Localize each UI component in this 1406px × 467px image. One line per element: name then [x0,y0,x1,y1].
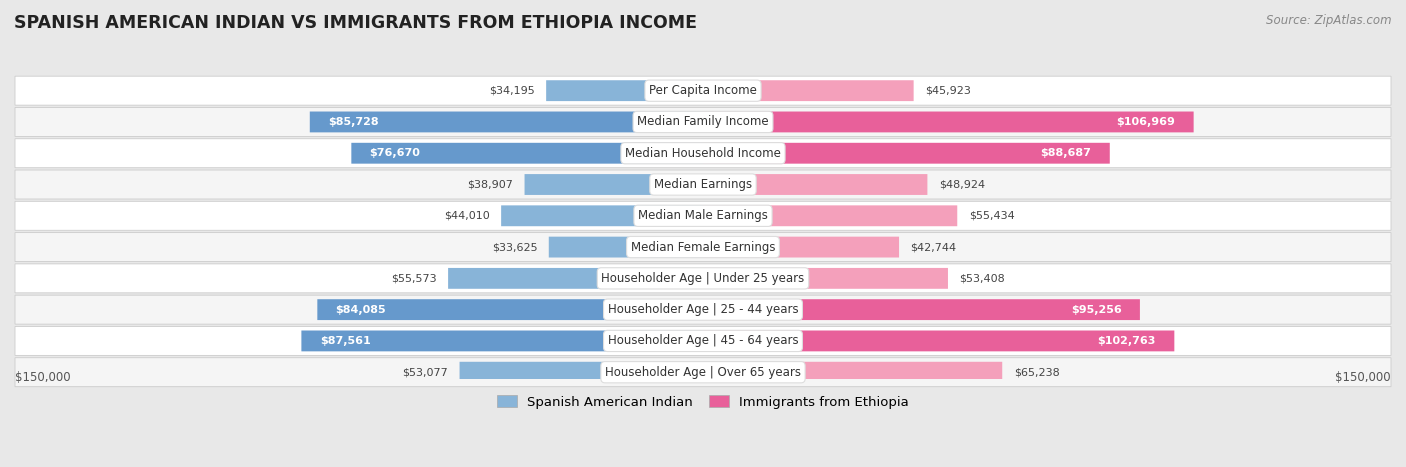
FancyBboxPatch shape [546,80,703,101]
Text: $102,763: $102,763 [1098,336,1156,346]
Text: Median Female Earnings: Median Female Earnings [631,241,775,254]
Text: Householder Age | 25 - 44 years: Householder Age | 25 - 44 years [607,303,799,316]
Text: Median Family Income: Median Family Income [637,115,769,128]
FancyBboxPatch shape [449,268,703,289]
Text: $106,969: $106,969 [1116,117,1175,127]
FancyBboxPatch shape [703,205,957,226]
FancyBboxPatch shape [703,143,1109,163]
FancyBboxPatch shape [15,326,1391,355]
FancyBboxPatch shape [15,139,1391,168]
Text: $150,000: $150,000 [15,371,70,384]
Text: Median Earnings: Median Earnings [654,178,752,191]
FancyBboxPatch shape [703,237,898,257]
FancyBboxPatch shape [524,174,703,195]
Text: $150,000: $150,000 [1336,371,1391,384]
FancyBboxPatch shape [352,143,703,163]
FancyBboxPatch shape [15,295,1391,324]
Text: $42,744: $42,744 [911,242,956,252]
Text: $48,924: $48,924 [939,179,986,190]
FancyBboxPatch shape [15,358,1391,387]
Text: $95,256: $95,256 [1071,304,1122,315]
Text: $38,907: $38,907 [467,179,513,190]
FancyBboxPatch shape [15,76,1391,105]
FancyBboxPatch shape [318,299,703,320]
FancyBboxPatch shape [703,112,1194,132]
Text: Householder Age | Under 25 years: Householder Age | Under 25 years [602,272,804,285]
Text: $87,561: $87,561 [319,336,371,346]
FancyBboxPatch shape [548,237,703,257]
FancyBboxPatch shape [15,233,1391,262]
FancyBboxPatch shape [15,201,1391,230]
Text: $85,728: $85,728 [328,117,378,127]
Text: $76,670: $76,670 [370,148,420,158]
Legend: Spanish American Indian, Immigrants from Ethiopia: Spanish American Indian, Immigrants from… [492,390,914,414]
FancyBboxPatch shape [703,299,1140,320]
FancyBboxPatch shape [309,112,703,132]
Text: $45,923: $45,923 [925,85,972,96]
Text: SPANISH AMERICAN INDIAN VS IMMIGRANTS FROM ETHIOPIA INCOME: SPANISH AMERICAN INDIAN VS IMMIGRANTS FR… [14,14,697,32]
FancyBboxPatch shape [703,80,914,101]
Text: Median Male Earnings: Median Male Earnings [638,209,768,222]
Text: $34,195: $34,195 [489,85,534,96]
Text: Source: ZipAtlas.com: Source: ZipAtlas.com [1267,14,1392,27]
FancyBboxPatch shape [703,174,928,195]
FancyBboxPatch shape [301,331,703,351]
Text: Householder Age | 45 - 64 years: Householder Age | 45 - 64 years [607,334,799,347]
Text: $88,687: $88,687 [1040,148,1091,158]
Text: $53,077: $53,077 [402,367,449,377]
Text: $33,625: $33,625 [492,242,537,252]
Text: $44,010: $44,010 [444,211,489,221]
FancyBboxPatch shape [15,170,1391,199]
FancyBboxPatch shape [703,268,948,289]
Text: Per Capita Income: Per Capita Income [650,84,756,97]
FancyBboxPatch shape [703,362,1002,382]
FancyBboxPatch shape [15,107,1391,136]
Text: Median Household Income: Median Household Income [626,147,780,160]
FancyBboxPatch shape [703,331,1174,351]
Text: Householder Age | Over 65 years: Householder Age | Over 65 years [605,366,801,379]
Text: $55,573: $55,573 [391,273,437,283]
FancyBboxPatch shape [501,205,703,226]
Text: $84,085: $84,085 [336,304,387,315]
FancyBboxPatch shape [460,362,703,382]
FancyBboxPatch shape [15,264,1391,293]
Text: $53,408: $53,408 [959,273,1005,283]
Text: $65,238: $65,238 [1014,367,1060,377]
Text: $55,434: $55,434 [969,211,1015,221]
